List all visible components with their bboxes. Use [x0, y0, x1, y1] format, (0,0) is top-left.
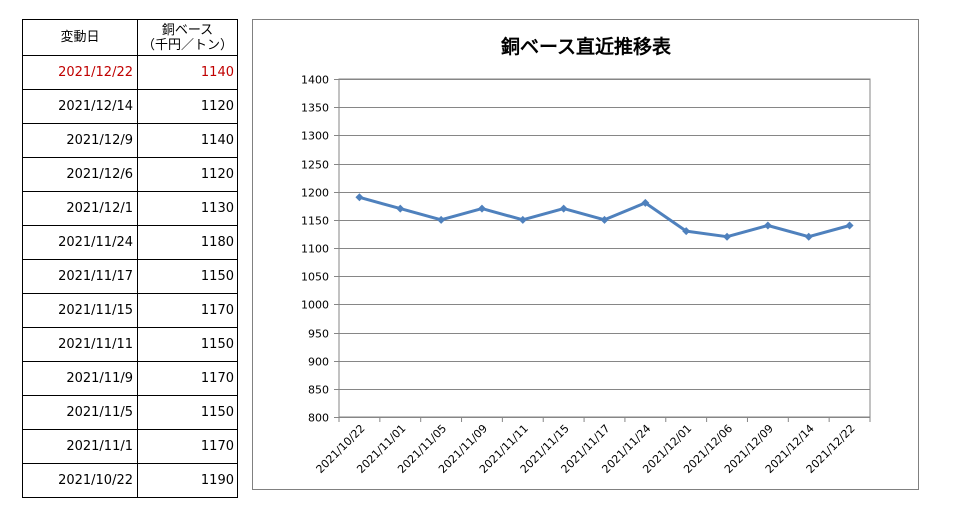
y-tick-label: 1100	[301, 243, 329, 256]
row-price: 1130	[137, 191, 238, 226]
row-price: 1140	[137, 55, 238, 90]
row-price: 1170	[137, 429, 238, 464]
y-tick-label: 800	[308, 412, 329, 425]
chart-title: 銅ベース直近推移表	[501, 35, 672, 58]
data-point-marker	[804, 232, 813, 241]
y-tick-label: 850	[308, 384, 329, 397]
header-date: 変動日	[22, 19, 138, 56]
table-row: 2021/12/6 1120	[22, 157, 238, 192]
data-point-marker	[845, 221, 854, 230]
y-tick-label: 1300	[301, 130, 329, 143]
chart-area: 銅ベース直近推移表 800 850 900 950 1000 1050 1100 1150 12…	[252, 19, 919, 490]
line-chart: 銅ベース直近推移表 800 850 900 950 1000 1050 1100 1150 12…	[301, 35, 871, 476]
table-row: 2021/11/11 1150	[22, 327, 238, 362]
y-tick-label: 950	[308, 328, 329, 341]
row-date: 2021/12/6	[22, 157, 138, 192]
data-point-marker	[723, 232, 732, 241]
table-row: 2021/11/15 1170	[22, 293, 238, 328]
price-table: 変動日 銅ベース （千円／トン） 2021/12/22 1140 2021/12/1…	[22, 19, 238, 498]
data-point-marker	[682, 227, 691, 236]
table-row: 2021/12/9 1140	[22, 123, 238, 158]
data-point-marker	[641, 198, 650, 207]
data-point-marker	[600, 215, 609, 224]
row-date: 2021/10/22	[22, 463, 138, 498]
data-point-marker	[559, 204, 568, 213]
row-date: 2021/11/11	[22, 327, 138, 362]
row-date: 2021/12/14	[22, 89, 138, 124]
y-tick-label: 1050	[301, 271, 329, 284]
y-tick-label: 1400	[301, 74, 329, 87]
row-price: 1170	[137, 361, 238, 396]
row-date: 2021/12/1	[22, 191, 138, 226]
data-point-marker	[437, 215, 446, 224]
row-price: 1150	[137, 259, 238, 294]
row-date: 2021/12/22	[22, 55, 138, 90]
row-date: 2021/11/17	[22, 259, 138, 294]
data-point-marker	[396, 204, 405, 213]
row-price: 1190	[137, 463, 238, 498]
y-tick-label: 1250	[301, 159, 329, 172]
y-tick-label: 1200	[301, 187, 329, 200]
y-tick-label: 1350	[301, 102, 329, 115]
table-header-row: 変動日 銅ベース （千円／トン）	[22, 19, 238, 56]
row-price: 1180	[137, 225, 238, 260]
row-price: 1120	[137, 157, 238, 192]
table-row: 2021/12/1 1130	[22, 191, 238, 226]
table-row: 2021/12/14 1120	[22, 89, 238, 124]
table-row: 2021/11/1 1170	[22, 429, 238, 464]
row-date: 2021/11/24	[22, 225, 138, 260]
axis-layer: 800 850 900 950 1000 1050 1100 1150 1200 1250 1300…	[301, 74, 871, 476]
data-point-marker	[477, 204, 486, 213]
table-row: 2021/11/5 1150	[22, 395, 238, 430]
y-tick-label: 1000	[301, 299, 329, 312]
row-price: 1170	[137, 293, 238, 328]
row-price: 1150	[137, 395, 238, 430]
y-tick-label: 1150	[301, 215, 329, 228]
row-date: 2021/11/9	[22, 361, 138, 396]
row-date: 2021/11/5	[22, 395, 138, 430]
header-price: 銅ベース （千円／トン）	[137, 19, 238, 56]
header-price-line1: 銅ベース	[161, 22, 214, 38]
table-row: 2021/10/22 1190	[22, 463, 238, 498]
data-point-marker	[518, 215, 527, 224]
row-price: 1120	[137, 89, 238, 124]
row-price: 1150	[137, 327, 238, 362]
table-body: 2021/12/22 1140 2021/12/14 1120 2021/12/9 114…	[22, 55, 238, 498]
y-tick-label: 900	[308, 356, 329, 369]
row-date: 2021/12/9	[22, 123, 138, 158]
row-date: 2021/11/1	[22, 429, 138, 464]
series-layer	[355, 193, 854, 241]
header-price-line2: （千円／トン）	[141, 37, 233, 53]
data-point-marker	[355, 193, 364, 202]
table-row: 2021/12/22 1140	[22, 55, 238, 90]
table-row: 2021/11/9 1170	[22, 361, 238, 396]
row-date: 2021/11/15	[22, 293, 138, 328]
table-row: 2021/11/17 1150	[22, 259, 238, 294]
grid-layer	[334, 78, 871, 418]
data-point-marker	[763, 221, 772, 230]
row-price: 1140	[137, 123, 238, 158]
table-row: 2021/11/24 1180	[22, 225, 238, 260]
